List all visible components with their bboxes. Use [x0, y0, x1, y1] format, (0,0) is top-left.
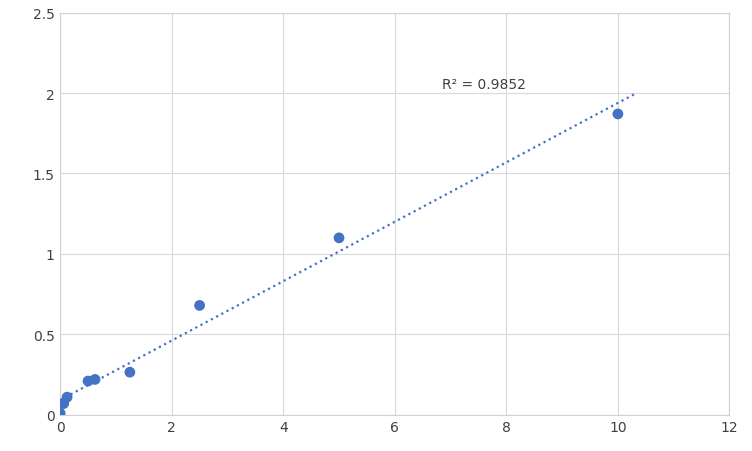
Point: [333, 235, 345, 242]
Point: [124, 369, 136, 376]
Point: [82, 377, 94, 385]
Point: [54, 410, 66, 417]
Point: [612, 111, 624, 118]
Point: [89, 376, 101, 383]
Point: [58, 400, 70, 407]
Point: [193, 302, 205, 309]
Point: [61, 394, 73, 401]
Text: R² = 0.9852: R² = 0.9852: [442, 78, 526, 92]
